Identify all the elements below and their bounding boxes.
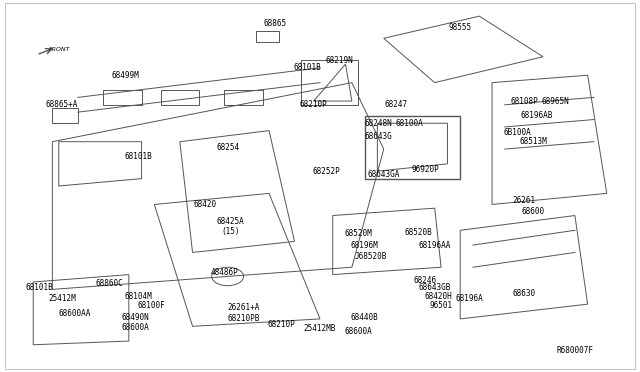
Text: 68643GB: 68643GB [419, 283, 451, 292]
Text: 68104M: 68104M [125, 292, 152, 301]
Text: 68490N: 68490N [122, 312, 149, 321]
Text: 25412M: 25412M [48, 294, 76, 303]
Text: 68643GA: 68643GA [367, 170, 400, 179]
Text: 68108P: 68108P [510, 97, 538, 106]
Text: 68865+A: 68865+A [45, 100, 78, 109]
Text: 68246: 68246 [413, 276, 436, 285]
Text: 68499M: 68499M [112, 71, 140, 80]
Text: 68600AA: 68600AA [58, 309, 91, 318]
Bar [225, 90, 262, 105]
Text: 68210P: 68210P [268, 320, 296, 329]
Text: 98555: 98555 [449, 23, 472, 32]
Text: 68101B: 68101B [26, 283, 54, 292]
Text: R680007F: R680007F [556, 346, 593, 355]
Text: 26261: 26261 [513, 196, 536, 205]
Text: 68101B: 68101B [293, 63, 321, 72]
Text: 68196A: 68196A [456, 294, 484, 303]
Text: 48486P: 48486P [211, 268, 238, 277]
Text: 68520M: 68520M [344, 230, 372, 238]
Text: 68100A: 68100A [396, 119, 423, 128]
Bar [161, 90, 199, 105]
Bar [365, 116, 460, 179]
Text: 68630: 68630 [513, 289, 536, 298]
Text: FRONT: FRONT [49, 47, 70, 52]
Text: 96501: 96501 [429, 301, 452, 311]
Text: 68860C: 68860C [96, 279, 124, 288]
Text: 68600A: 68600A [122, 323, 149, 331]
Bar [256, 31, 278, 42]
Text: 68100F: 68100F [137, 301, 165, 311]
Text: 68600A: 68600A [344, 327, 372, 336]
Text: 68196M: 68196M [351, 241, 378, 250]
Text: 26261+A: 26261+A [227, 303, 260, 312]
Text: 68420: 68420 [194, 200, 217, 209]
Text: 68965N: 68965N [542, 97, 570, 106]
Text: 68247: 68247 [385, 100, 408, 109]
Text: 68513M: 68513M [520, 137, 547, 146]
Text: 68210PB: 68210PB [227, 314, 260, 323]
Text: 68196AB: 68196AB [520, 111, 553, 121]
Text: 6B100A: 6B100A [504, 128, 531, 137]
Text: 68248N: 68248N [365, 119, 392, 128]
Text: 68252P: 68252P [312, 167, 340, 176]
Text: J68520B: J68520B [355, 251, 387, 261]
Text: 68440B: 68440B [351, 312, 378, 321]
Text: 25412MB: 25412MB [304, 324, 336, 333]
Text: 68643G: 68643G [365, 132, 392, 141]
Text: 68425A
(15): 68425A (15) [217, 217, 244, 236]
Text: 68600: 68600 [522, 207, 545, 217]
Bar [52, 109, 78, 123]
Text: 68101B: 68101B [125, 152, 152, 161]
Text: 68210P: 68210P [300, 100, 328, 109]
Text: 96920P: 96920P [412, 165, 439, 174]
Bar [103, 90, 141, 105]
Bar [301, 61, 358, 105]
Text: 68520B: 68520B [405, 228, 433, 237]
Text: 68865: 68865 [264, 19, 287, 28]
Text: 68254: 68254 [216, 143, 239, 152]
Text: 68196AA: 68196AA [419, 241, 451, 250]
Text: 68219N: 68219N [325, 56, 353, 65]
Text: 68420H: 68420H [424, 292, 452, 301]
